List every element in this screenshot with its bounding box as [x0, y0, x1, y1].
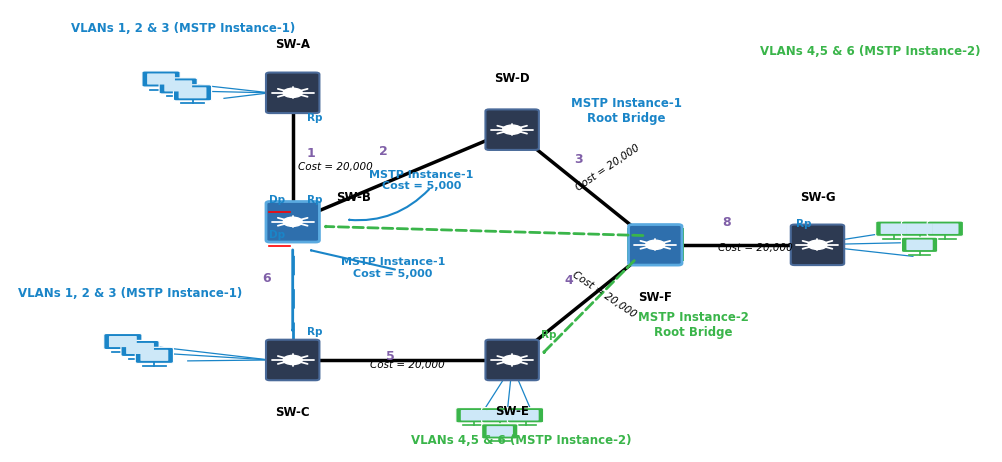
Circle shape	[283, 88, 302, 97]
FancyBboxPatch shape	[159, 78, 197, 94]
Text: VLANs 4,5 & 6 (MSTP Instance-2): VLANs 4,5 & 6 (MSTP Instance-2)	[759, 45, 979, 58]
Text: Cost = 20,000: Cost = 20,000	[370, 359, 444, 370]
FancyBboxPatch shape	[485, 109, 538, 150]
FancyBboxPatch shape	[455, 407, 492, 423]
Text: 8: 8	[721, 216, 730, 230]
FancyArrowPatch shape	[326, 226, 642, 236]
Text: Cost = 20,000: Cost = 20,000	[569, 269, 637, 319]
Text: Rp: Rp	[307, 327, 323, 337]
FancyBboxPatch shape	[926, 221, 963, 237]
FancyBboxPatch shape	[481, 407, 517, 423]
FancyBboxPatch shape	[906, 224, 932, 234]
FancyBboxPatch shape	[626, 228, 633, 261]
FancyBboxPatch shape	[675, 228, 683, 261]
Text: SW-E: SW-E	[495, 405, 529, 418]
Text: Rp: Rp	[796, 219, 812, 229]
FancyBboxPatch shape	[486, 410, 512, 420]
Text: Rp: Rp	[540, 330, 556, 340]
Text: Cost = 20,000: Cost = 20,000	[298, 162, 373, 171]
Circle shape	[283, 217, 302, 226]
Text: SW-F: SW-F	[637, 291, 671, 304]
Text: SW-B: SW-B	[336, 191, 370, 204]
FancyBboxPatch shape	[164, 80, 192, 91]
Text: Dp: Dp	[269, 230, 285, 240]
Text: MSTP Instance-1
Cost = 5,000: MSTP Instance-1 Cost = 5,000	[341, 257, 445, 279]
Text: 6: 6	[262, 272, 271, 285]
FancyBboxPatch shape	[140, 350, 168, 361]
FancyBboxPatch shape	[266, 340, 319, 380]
FancyBboxPatch shape	[485, 340, 538, 380]
Text: VLANs 1, 2 & 3 (MSTP Instance-1): VLANs 1, 2 & 3 (MSTP Instance-1)	[71, 22, 295, 35]
Text: Rp: Rp	[307, 113, 323, 123]
Circle shape	[502, 355, 521, 365]
FancyBboxPatch shape	[901, 221, 937, 237]
Text: 3: 3	[573, 153, 582, 166]
FancyArrowPatch shape	[349, 189, 429, 220]
Text: SW-G: SW-G	[799, 191, 835, 204]
FancyArrowPatch shape	[543, 261, 633, 353]
FancyBboxPatch shape	[486, 426, 512, 437]
Circle shape	[645, 240, 664, 249]
Text: 1: 1	[307, 147, 316, 160]
Text: SW-C: SW-C	[276, 407, 310, 419]
FancyBboxPatch shape	[109, 336, 136, 347]
FancyBboxPatch shape	[901, 237, 937, 252]
FancyBboxPatch shape	[173, 85, 211, 101]
Text: MSTP Instance-1
Cost = 5,000: MSTP Instance-1 Cost = 5,000	[369, 170, 473, 191]
FancyArrowPatch shape	[311, 250, 395, 269]
FancyBboxPatch shape	[875, 221, 911, 237]
FancyBboxPatch shape	[135, 347, 173, 364]
FancyBboxPatch shape	[880, 224, 906, 234]
Text: 5: 5	[386, 350, 395, 363]
Text: SW-D: SW-D	[494, 73, 529, 85]
Circle shape	[502, 125, 521, 134]
Text: Rp: Rp	[307, 195, 323, 206]
FancyBboxPatch shape	[507, 407, 543, 423]
FancyBboxPatch shape	[512, 410, 538, 420]
Circle shape	[283, 355, 302, 365]
Text: Cost = 20,000: Cost = 20,000	[717, 243, 792, 253]
FancyBboxPatch shape	[142, 71, 180, 87]
FancyBboxPatch shape	[266, 201, 319, 242]
FancyBboxPatch shape	[931, 224, 958, 234]
Text: 2: 2	[378, 145, 387, 158]
Text: VLANs 4,5 & 6 (MSTP Instance-2): VLANs 4,5 & 6 (MSTP Instance-2)	[411, 434, 631, 447]
FancyBboxPatch shape	[460, 410, 487, 420]
FancyBboxPatch shape	[628, 225, 681, 265]
FancyBboxPatch shape	[266, 73, 319, 113]
Circle shape	[808, 240, 827, 249]
FancyBboxPatch shape	[481, 424, 517, 439]
FancyBboxPatch shape	[126, 343, 154, 354]
Text: MSTP Instance-2
Root Bridge: MSTP Instance-2 Root Bridge	[637, 311, 748, 340]
FancyBboxPatch shape	[147, 73, 174, 85]
FancyBboxPatch shape	[121, 340, 159, 357]
Text: VLANs 1, 2 & 3 (MSTP Instance-1): VLANs 1, 2 & 3 (MSTP Instance-1)	[18, 287, 242, 300]
Text: Dp: Dp	[269, 195, 285, 206]
Text: 4: 4	[564, 274, 573, 287]
FancyBboxPatch shape	[103, 334, 142, 350]
Text: MSTP Instance-1
Root Bridge: MSTP Instance-1 Root Bridge	[571, 97, 681, 125]
FancyBboxPatch shape	[906, 240, 932, 250]
FancyBboxPatch shape	[178, 87, 206, 98]
Text: Cost = 20,000: Cost = 20,000	[573, 143, 640, 193]
FancyBboxPatch shape	[790, 225, 844, 265]
Text: SW-A: SW-A	[275, 38, 310, 51]
